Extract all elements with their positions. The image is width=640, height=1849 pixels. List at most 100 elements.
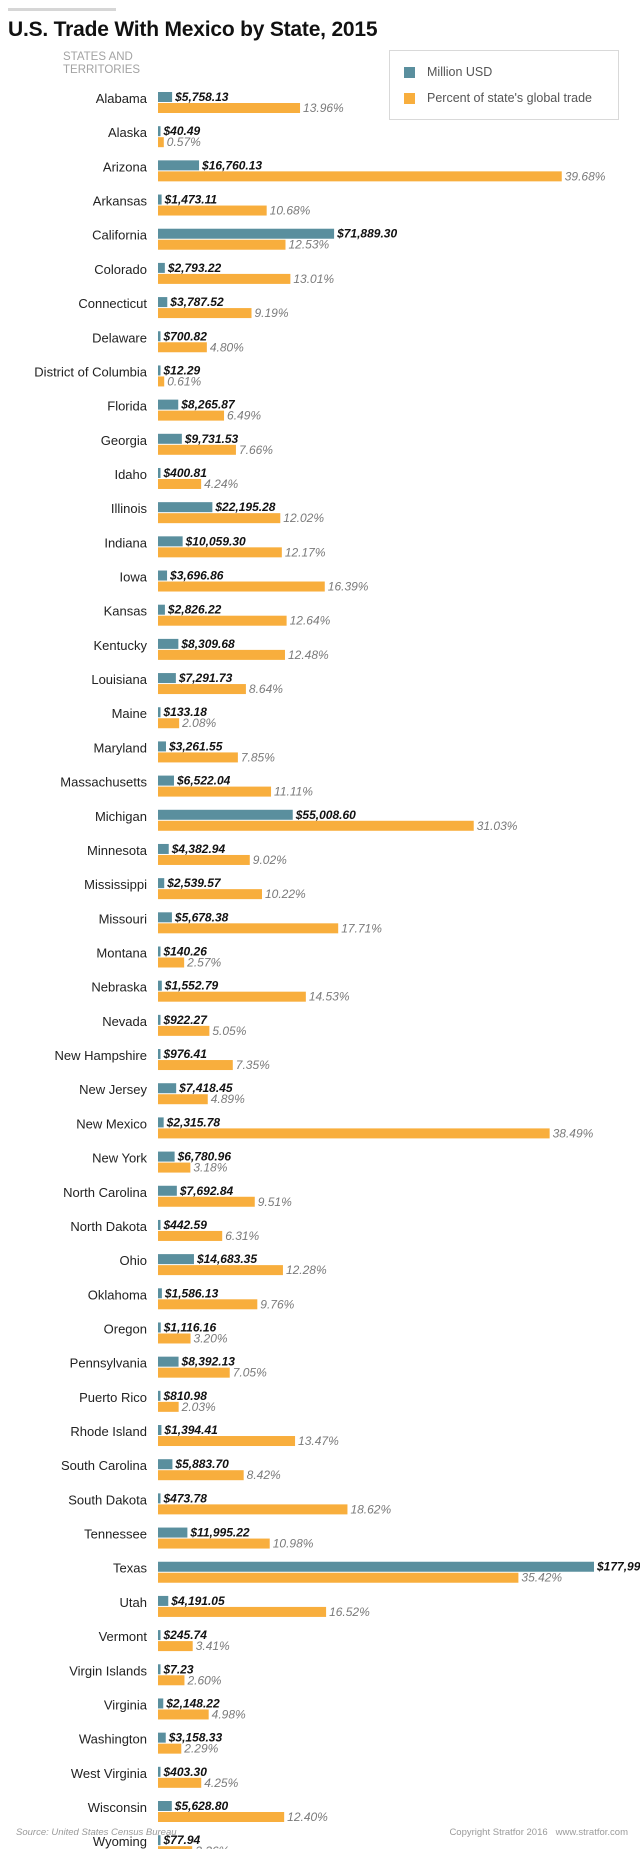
category-label: South Carolina <box>61 1458 148 1473</box>
usd-value-label: $976.41 <box>163 1047 208 1061</box>
pct-bar <box>158 137 164 148</box>
pct-bar <box>158 1572 519 1583</box>
category-label: Colorado <box>94 262 147 277</box>
website: www.stratfor.com <box>555 1827 628 1838</box>
usd-value-label: $1,116.16 <box>163 1320 217 1334</box>
pct-bar <box>158 991 306 1002</box>
usd-value-label: $40.49 <box>163 124 201 138</box>
pct-value-label: 12.28% <box>286 1263 327 1277</box>
usd-value-label: $810.98 <box>163 1389 208 1403</box>
pct-value-label: 7.35% <box>236 1058 270 1072</box>
category-label: New Hampshire <box>55 1048 147 1063</box>
category-label: Wisconsin <box>88 1800 147 1815</box>
pct-value-label: 0.61% <box>167 374 201 388</box>
usd-value-label: $5,678.38 <box>174 910 229 924</box>
pct-value-label: 12.17% <box>285 545 326 559</box>
category-label: Oklahoma <box>88 1287 148 1302</box>
usd-value-label: $5,883.70 <box>174 1457 229 1471</box>
pct-bar <box>158 889 262 900</box>
pct-value-label: 4.89% <box>211 1092 245 1106</box>
pct-bar <box>158 820 474 831</box>
pct-bar <box>158 1538 270 1549</box>
category-label: Maryland <box>94 740 147 755</box>
page-title: U.S. Trade With Mexico by State, 2015 <box>8 18 378 41</box>
usd-value-label: $16,760.13 <box>201 158 262 172</box>
category-label: Puerto Rico <box>79 1390 147 1405</box>
usd-bar <box>158 673 176 684</box>
usd-value-label: $922.27 <box>163 1013 209 1027</box>
category-label: Idaho <box>114 467 147 482</box>
pct-bar <box>158 103 301 113</box>
pct-value-label: 16.52% <box>329 1605 370 1619</box>
pct-value-label: 9.51% <box>258 1195 292 1209</box>
pct-value-label: 13.01% <box>293 272 334 286</box>
usd-bar <box>158 467 161 478</box>
usd-value-label: $8,309.68 <box>180 637 235 651</box>
pct-bar <box>158 1812 285 1822</box>
usd-bar <box>158 1801 172 1811</box>
category-label: Indiana <box>104 535 147 550</box>
pct-value-label: 2.08% <box>181 716 216 730</box>
usd-bar <box>158 1356 179 1367</box>
usd-bar <box>158 809 293 820</box>
pct-bar <box>158 649 285 660</box>
category-label: District of Columbia <box>34 364 147 379</box>
pct-bar <box>158 171 562 182</box>
usd-value-label: $8,392.13 <box>181 1355 236 1369</box>
category-label: Oregon <box>104 1321 147 1336</box>
category-label: Washington <box>79 1732 147 1747</box>
legend: Million USD Percent of state's global tr… <box>389 50 619 120</box>
usd-bar <box>158 297 168 308</box>
usd-value-label: $4,191.05 <box>170 1594 225 1608</box>
copyright: Copyright Stratfor 2016 <box>449 1827 548 1838</box>
usd-bar <box>158 1493 161 1504</box>
usd-bar <box>158 1425 162 1436</box>
pct-bar <box>158 923 339 934</box>
usd-value-label: $6,780.96 <box>177 1150 232 1164</box>
category-label: Kentucky <box>94 638 148 653</box>
pct-value-label: 14.53% <box>309 990 350 1004</box>
pct-bar <box>158 1196 255 1207</box>
usd-value-label: $700.82 <box>163 329 208 343</box>
pct-bar <box>158 1675 185 1686</box>
pct-bar <box>158 581 325 592</box>
credit: Copyright Stratfor 2016 www.stratfor.com <box>441 1827 628 1838</box>
category-label: Arizona <box>103 159 148 174</box>
pct-value-label: 3.36% <box>195 1844 229 1849</box>
usd-bar <box>158 1527 188 1538</box>
usd-value-label: $3,696.86 <box>169 569 224 583</box>
axis-title: STATES AND TERRITORIES <box>63 51 140 77</box>
usd-value-label: $14,683.35 <box>196 1252 257 1266</box>
legend-item-pct: Percent of state's global trade <box>404 90 592 106</box>
usd-bar <box>158 707 161 718</box>
pct-value-label: 3.18% <box>193 1161 227 1175</box>
usd-bar <box>158 1561 594 1572</box>
pct-bar <box>158 1470 244 1481</box>
pct-bar <box>158 410 225 421</box>
usd-value-label: $1,394.41 <box>163 1423 218 1437</box>
pct-bar <box>158 342 207 353</box>
usd-value-label: $10,059.30 <box>185 534 246 548</box>
category-label: Iowa <box>120 570 148 585</box>
usd-bar <box>158 433 182 444</box>
usd-bar <box>158 1083 177 1094</box>
category-label: Maine <box>112 706 147 721</box>
pct-bar <box>158 376 165 387</box>
pct-bar <box>158 239 286 250</box>
pct-value-label: 16.39% <box>328 580 369 594</box>
usd-bar <box>158 878 165 889</box>
usd-bar <box>158 126 161 137</box>
category-label: Nevada <box>102 1014 148 1029</box>
usd-value-label: $2,148.22 <box>165 1696 220 1710</box>
usd-bar <box>158 946 161 957</box>
usd-value-label: $7,418.45 <box>178 1081 233 1095</box>
usd-value-label: $22,195.28 <box>214 500 275 514</box>
usd-bar <box>158 262 165 273</box>
usd-value-label: $2,826.22 <box>167 603 222 617</box>
pct-bar <box>158 205 267 216</box>
usd-bar <box>158 1595 169 1606</box>
usd-bar <box>158 638 179 649</box>
category-label: Michigan <box>95 809 147 824</box>
pct-value-label: 2.60% <box>186 1673 221 1687</box>
pct-bar <box>158 1641 193 1652</box>
